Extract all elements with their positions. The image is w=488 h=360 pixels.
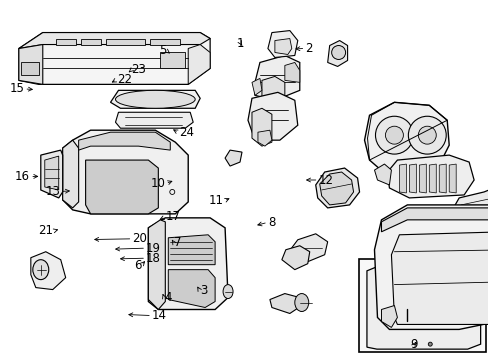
Ellipse shape	[399, 293, 421, 315]
Bar	[358, 259, 485, 352]
Text: 14: 14	[152, 309, 166, 322]
Text: 6: 6	[133, 259, 141, 272]
Polygon shape	[327, 41, 347, 67]
Ellipse shape	[417, 126, 435, 144]
Text: 24: 24	[179, 126, 193, 139]
Polygon shape	[79, 132, 170, 150]
Text: 21: 21	[39, 224, 54, 238]
Polygon shape	[254, 55, 299, 100]
Text: 18: 18	[146, 252, 161, 265]
Text: 8: 8	[267, 216, 275, 229]
Polygon shape	[148, 220, 165, 310]
Polygon shape	[291, 234, 327, 262]
Polygon shape	[19, 32, 210, 84]
Polygon shape	[115, 112, 193, 128]
Polygon shape	[105, 136, 122, 148]
Polygon shape	[319, 172, 353, 205]
Ellipse shape	[115, 90, 195, 108]
Polygon shape	[419, 164, 426, 193]
Text: 5: 5	[159, 44, 166, 57]
Polygon shape	[105, 39, 145, 45]
Polygon shape	[224, 150, 242, 166]
Polygon shape	[408, 164, 415, 193]
Polygon shape	[274, 39, 291, 54]
Text: 3: 3	[199, 284, 206, 297]
Text: 4: 4	[164, 291, 171, 304]
Polygon shape	[19, 32, 210, 49]
Polygon shape	[374, 205, 488, 329]
Text: 16: 16	[15, 170, 30, 183]
Ellipse shape	[385, 126, 403, 144]
Polygon shape	[428, 164, 435, 193]
Polygon shape	[374, 164, 390, 185]
Ellipse shape	[423, 293, 444, 315]
Ellipse shape	[375, 116, 412, 154]
Polygon shape	[188, 45, 210, 84]
Polygon shape	[62, 140, 79, 208]
Text: 11: 11	[208, 194, 224, 207]
Text: 1: 1	[236, 36, 244, 50]
Polygon shape	[390, 232, 488, 324]
Text: 2: 2	[305, 42, 312, 55]
Polygon shape	[56, 39, 76, 45]
Text: 12: 12	[318, 174, 333, 186]
Polygon shape	[285, 62, 299, 82]
Polygon shape	[21, 62, 39, 75]
Polygon shape	[160, 53, 185, 68]
Polygon shape	[110, 90, 200, 108]
Polygon shape	[386, 155, 473, 198]
Ellipse shape	[331, 45, 345, 59]
Polygon shape	[247, 92, 297, 140]
Polygon shape	[168, 270, 215, 307]
Ellipse shape	[33, 260, 49, 280]
Polygon shape	[81, 39, 101, 45]
Polygon shape	[31, 252, 65, 289]
Polygon shape	[438, 164, 446, 193]
Polygon shape	[262, 76, 285, 104]
Polygon shape	[454, 188, 488, 212]
Polygon shape	[364, 102, 448, 175]
Polygon shape	[85, 160, 158, 214]
Polygon shape	[73, 135, 94, 150]
Text: 13: 13	[45, 185, 60, 198]
Polygon shape	[251, 108, 271, 146]
Ellipse shape	[294, 293, 308, 311]
Polygon shape	[251, 78, 262, 95]
Polygon shape	[315, 168, 359, 208]
Polygon shape	[150, 39, 180, 45]
Polygon shape	[258, 130, 271, 146]
Text: 20: 20	[132, 232, 147, 245]
Text: 15: 15	[9, 82, 24, 95]
Text: 10: 10	[150, 177, 165, 190]
Polygon shape	[381, 208, 488, 232]
Polygon shape	[148, 218, 227, 310]
Polygon shape	[168, 235, 215, 265]
Polygon shape	[267, 31, 297, 58]
Text: 9: 9	[409, 338, 417, 351]
Ellipse shape	[223, 285, 233, 298]
Polygon shape	[281, 246, 309, 270]
Polygon shape	[45, 156, 59, 190]
Polygon shape	[448, 164, 455, 193]
Polygon shape	[381, 306, 397, 328]
Polygon shape	[41, 150, 62, 198]
Text: 7: 7	[174, 236, 181, 249]
Polygon shape	[62, 130, 188, 214]
Ellipse shape	[407, 116, 446, 154]
Text: 19: 19	[146, 242, 161, 255]
Polygon shape	[366, 264, 480, 349]
Polygon shape	[19, 45, 42, 84]
Polygon shape	[269, 293, 301, 314]
Polygon shape	[399, 164, 406, 193]
Text: 17: 17	[165, 211, 180, 224]
Text: 22: 22	[117, 73, 132, 86]
Ellipse shape	[427, 342, 431, 346]
Text: 23: 23	[131, 63, 146, 76]
